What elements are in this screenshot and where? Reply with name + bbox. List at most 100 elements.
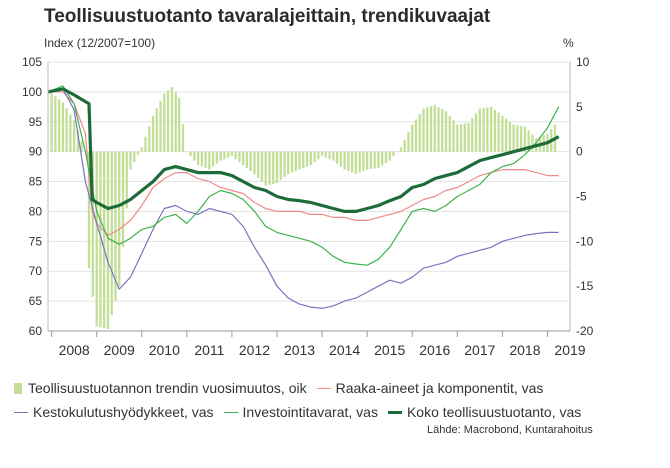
bar-series-vuosimuutos bbox=[50, 87, 557, 330]
bar-vuosimuutos bbox=[373, 151, 376, 169]
bar-vuosimuutos bbox=[328, 151, 331, 160]
bar-vuosimuutos bbox=[520, 125, 523, 152]
bar-vuosimuutos bbox=[125, 151, 128, 209]
bar-vuosimuutos bbox=[215, 151, 219, 164]
bar-vuosimuutos bbox=[414, 119, 418, 152]
bar-vuosimuutos bbox=[76, 130, 80, 152]
bar-vuosimuutos bbox=[230, 151, 234, 157]
chart-plot: 60 65 70 75 80 85 90 95 100 105 -20 -15 -10 -5 0 5 10 200… bbox=[22, 55, 594, 358]
year-label-2013: 2013 bbox=[284, 342, 315, 358]
bar-vuosimuutos bbox=[486, 107, 489, 152]
legend-swatch-kesto bbox=[14, 411, 28, 413]
bar-vuosimuutos bbox=[335, 151, 339, 164]
bar-vuosimuutos bbox=[320, 151, 324, 157]
year-label-2010: 2010 bbox=[149, 342, 180, 358]
legend: Teollisuustuotannon trendin vuosimuutos,… bbox=[14, 376, 664, 424]
bar-vuosimuutos bbox=[452, 120, 455, 152]
bar-vuosimuutos bbox=[211, 151, 215, 167]
legend-swatch-raaka bbox=[316, 387, 331, 389]
bar-vuosimuutos bbox=[163, 93, 166, 152]
bar-vuosimuutos bbox=[313, 151, 316, 163]
bar-vuosimuutos bbox=[324, 151, 327, 158]
bar-vuosimuutos bbox=[302, 151, 305, 169]
bar-vuosimuutos bbox=[260, 151, 264, 182]
bar-vuosimuutos bbox=[358, 151, 361, 173]
bar-vuosimuutos bbox=[399, 147, 403, 152]
bar-vuosimuutos bbox=[166, 90, 170, 152]
axes: 60 65 70 75 80 85 90 95 100 105 -20 -15 -10 -5 0 5 10 200… bbox=[22, 55, 594, 358]
bar-vuosimuutos bbox=[305, 151, 309, 167]
bar-vuosimuutos bbox=[80, 141, 83, 152]
source-note: Lähde: Macrobond, Kuntarahoitus bbox=[427, 424, 593, 436]
right-tick-label: -20 bbox=[576, 324, 594, 338]
bar-vuosimuutos bbox=[463, 123, 466, 152]
year-label-2015: 2015 bbox=[374, 342, 405, 358]
bar-vuosimuutos bbox=[155, 108, 158, 152]
left-tick-label: 70 bbox=[29, 264, 43, 278]
bar-vuosimuutos bbox=[444, 111, 448, 152]
bar-vuosimuutos bbox=[219, 151, 222, 161]
bar-vuosimuutos bbox=[343, 151, 346, 170]
bar-vuosimuutos bbox=[193, 151, 196, 161]
bar-vuosimuutos bbox=[234, 151, 237, 160]
bar-vuosimuutos bbox=[493, 109, 497, 152]
line-series-group bbox=[47, 85, 560, 309]
legend-label-koko: Koko teollisuustuotanto, vas bbox=[406, 404, 582, 420]
left-tick-label: 75 bbox=[29, 234, 43, 248]
bar-vuosimuutos bbox=[129, 151, 132, 170]
legend-item-invest: Investointitavarat, vas bbox=[223, 404, 378, 420]
bar-vuosimuutos bbox=[121, 151, 125, 248]
bar-vuosimuutos bbox=[347, 151, 350, 172]
right-tick-label: 0 bbox=[576, 145, 583, 159]
bar-vuosimuutos bbox=[54, 96, 57, 152]
year-label-2019: 2019 bbox=[554, 342, 585, 358]
year-label-2008: 2008 bbox=[59, 342, 90, 358]
bar-vuosimuutos bbox=[516, 125, 519, 152]
bar-vuosimuutos bbox=[377, 151, 380, 168]
bar-vuosimuutos bbox=[317, 151, 320, 160]
left-tick-label: 95 bbox=[29, 115, 43, 129]
bar-vuosimuutos bbox=[226, 151, 230, 158]
bar-vuosimuutos bbox=[223, 151, 226, 160]
bar-vuosimuutos bbox=[294, 151, 297, 172]
bar-vuosimuutos bbox=[189, 151, 192, 157]
bar-vuosimuutos bbox=[478, 108, 482, 152]
bar-vuosimuutos bbox=[136, 151, 140, 155]
line-investointi bbox=[47, 85, 560, 266]
right-tick-label: 10 bbox=[576, 55, 590, 69]
bar-vuosimuutos bbox=[245, 151, 249, 169]
bar-vuosimuutos bbox=[200, 151, 204, 167]
bar-vuosimuutos bbox=[418, 114, 421, 152]
line-raaka-aineet bbox=[48, 91, 559, 236]
bar-vuosimuutos bbox=[467, 122, 470, 152]
bar-vuosimuutos bbox=[369, 151, 373, 170]
left-axis-unit: Index (12/2007=100) bbox=[44, 36, 156, 50]
bar-vuosimuutos bbox=[257, 151, 260, 178]
bar-vuosimuutos bbox=[508, 121, 512, 152]
bar-vuosimuutos bbox=[151, 115, 155, 152]
left-tick-label: 105 bbox=[22, 55, 42, 69]
bar-vuosimuutos bbox=[381, 151, 384, 166]
year-label-2011: 2011 bbox=[194, 342, 224, 358]
bar-vuosimuutos bbox=[531, 134, 534, 152]
bar-vuosimuutos bbox=[268, 151, 271, 185]
bar-vuosimuutos bbox=[474, 113, 478, 152]
bar-vuosimuutos bbox=[140, 147, 143, 152]
legend-item-kesto: Kestokulutushyödykkeet, vas bbox=[14, 404, 214, 420]
bar-vuosimuutos bbox=[362, 151, 365, 172]
bar-vuosimuutos bbox=[87, 151, 91, 269]
legend-label-kesto: Kestokulutushyödykkeet, vas bbox=[33, 404, 214, 420]
bar-vuosimuutos bbox=[354, 151, 358, 175]
year-label-2009: 2009 bbox=[104, 342, 135, 358]
bar-vuosimuutos bbox=[290, 151, 294, 173]
bar-vuosimuutos bbox=[159, 100, 162, 152]
right-axis-unit: % bbox=[563, 36, 574, 50]
bar-vuosimuutos bbox=[471, 118, 474, 152]
legend-item-koko: Koko teollisuustuotanto, vas bbox=[387, 404, 582, 420]
bar-vuosimuutos bbox=[144, 136, 147, 152]
bar-vuosimuutos bbox=[208, 151, 211, 170]
bar-vuosimuutos bbox=[512, 124, 515, 152]
bar-vuosimuutos bbox=[298, 151, 301, 170]
left-tick-label: 65 bbox=[29, 294, 43, 308]
year-label-2014: 2014 bbox=[329, 342, 360, 358]
